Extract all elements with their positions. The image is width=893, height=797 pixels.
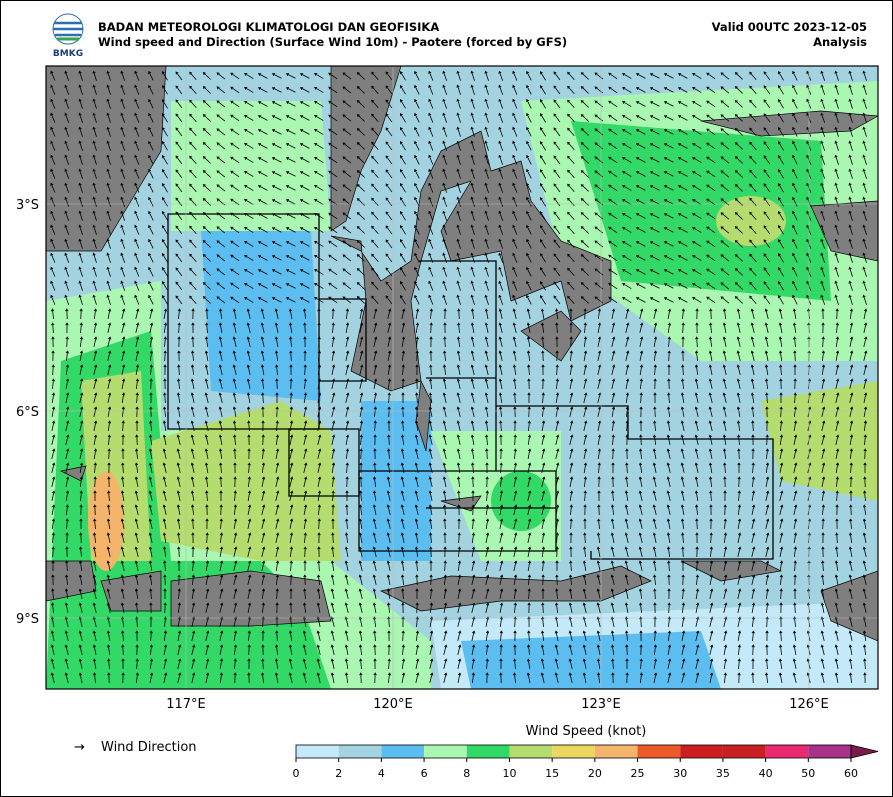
lon-label: 120°E	[373, 697, 413, 712]
legend-label: Wind Direction	[101, 740, 197, 755]
colorbar-extension	[850, 744, 879, 759]
colorbar-tick-label: 20	[588, 767, 602, 780]
colorbar-segment	[381, 745, 425, 758]
valid-time: Valid 00UTC 2023-12-05	[712, 20, 867, 34]
map	[46, 66, 878, 689]
colorbar-tick-label: 2	[335, 767, 342, 780]
colorbar-tick-label: 4	[378, 767, 385, 780]
graticule	[46, 66, 878, 689]
run-type: Analysis	[813, 35, 867, 49]
colorbar-segment	[680, 745, 723, 758]
colorbar-tick-label: 15	[545, 767, 559, 780]
lat-label: 9°S	[16, 612, 39, 627]
colorbar: 0 2 4 6 8 10 15 20 25 30 35 40 50 60	[293, 744, 879, 780]
lon-label: 123°E	[581, 697, 621, 712]
colorbar-tick-label: 60	[844, 767, 858, 780]
colorbar-segment	[466, 745, 510, 758]
colorbar-segment	[637, 745, 681, 758]
map-frame	[45, 65, 879, 690]
colorbar-tick-label: 30	[673, 767, 687, 780]
colorbar-tick-label: 50	[801, 767, 815, 780]
colorbar-tick-label: 40	[759, 767, 773, 780]
lon-label: 117°E	[166, 697, 206, 712]
subtitle: Wind speed and Direction (Surface Wind 1…	[98, 35, 567, 49]
colorbar-segment	[722, 745, 766, 758]
arrow-field	[50, 70, 868, 684]
colorbar-segment	[424, 745, 467, 758]
colorbar-segment	[338, 745, 382, 758]
colorbar-segment	[296, 745, 339, 758]
logo-text: BMKG	[53, 49, 83, 59]
land	[46, 66, 878, 642]
logo: BMKG	[52, 13, 84, 59]
colorbar-frame	[295, 744, 852, 759]
colorbar-segment	[509, 745, 553, 758]
colorbar-tick-label: 10	[502, 767, 516, 780]
colorbar-segment	[808, 745, 851, 758]
colorbar-tick-label: 35	[716, 767, 730, 780]
agency: BADAN METEOROLOGI KLIMATOLOGI DAN GEOFIS…	[98, 20, 439, 34]
lat-label: 3°S	[16, 198, 39, 213]
legend-arrow: →	[74, 740, 85, 755]
lon-label: 126°E	[789, 697, 829, 712]
colorbar-segment	[765, 745, 809, 758]
colorbar-segment	[552, 745, 595, 758]
lat-label: 6°S	[16, 405, 39, 420]
colorbar-tick-label: 25	[631, 767, 645, 780]
colorbar-title: Wind Speed (knot)	[526, 724, 647, 739]
colorbar-segment	[594, 745, 638, 758]
region-boundaries	[167, 213, 774, 560]
colorbar-tick-label: 0	[293, 767, 300, 780]
colorbar-tick-label: 8	[463, 767, 470, 780]
colorbar-tick-label: 6	[421, 767, 428, 780]
wind-arrows	[50, 70, 868, 684]
